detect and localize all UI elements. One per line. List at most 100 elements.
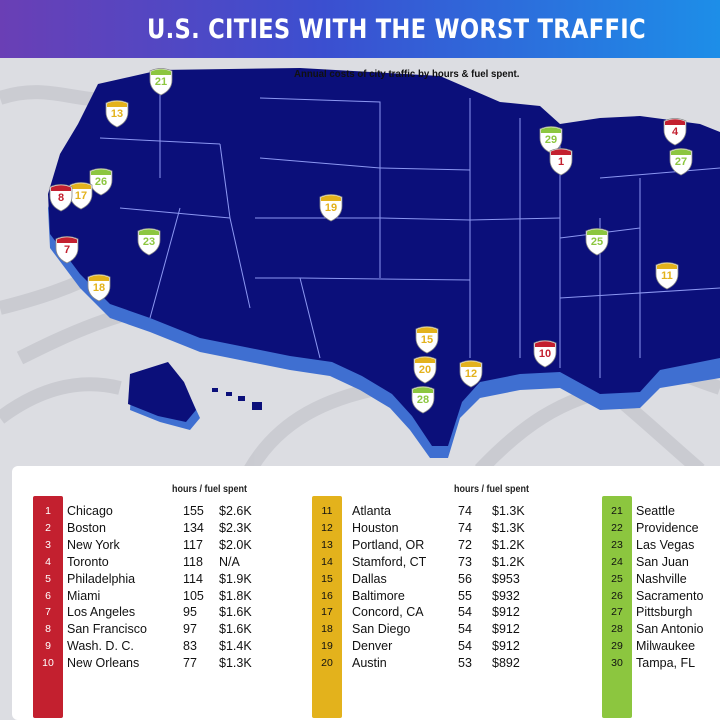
fuel-cost-value: $892 — [492, 656, 520, 671]
fuel-cost-value: $2.0K — [219, 537, 252, 552]
shield-icon — [415, 326, 439, 354]
rank-number: 21 — [611, 505, 623, 517]
shield-number: 20 — [418, 364, 432, 376]
rank-number: 30 — [611, 657, 623, 670]
hours-value: 54 — [458, 639, 472, 654]
interstate-shield-marker: 27 — [668, 146, 694, 176]
shield-icon — [69, 182, 93, 210]
hours-value: 95 — [183, 605, 197, 620]
hours-value: 55 — [458, 588, 472, 603]
rank-bar-group3 — [602, 496, 632, 718]
header-banner: U.S. CITIES WITH THE WORST TRAFFIC — [0, 0, 720, 58]
shield-number: 29 — [544, 134, 558, 146]
hours-value: 114 — [183, 571, 203, 586]
fuel-cost-value: N/A — [219, 554, 240, 569]
shield-icon — [49, 184, 73, 212]
fuel-cost-value: $1.3K — [219, 656, 252, 671]
city-name: San Antonio — [636, 622, 704, 637]
interstate-shield-marker: 13 — [104, 98, 130, 128]
shield-icon — [549, 148, 573, 176]
city-name: Las Vegas — [636, 537, 695, 552]
city-name: Denver — [352, 639, 393, 654]
rank-number: 20 — [321, 657, 333, 670]
shield-number: 13 — [110, 108, 124, 120]
hours-value: 72 — [458, 537, 472, 552]
city-name: San Diego — [352, 622, 411, 637]
hours-value: 97 — [183, 622, 197, 637]
shield-icon — [411, 386, 435, 414]
interstate-shield-marker: 19 — [318, 192, 344, 222]
fuel-cost-value: $1.2K — [492, 537, 525, 552]
fuel-cost-value: $912 — [492, 605, 520, 620]
city-name: New York — [67, 537, 120, 552]
rank-number: 16 — [321, 589, 333, 602]
interstate-shield-marker: 17 — [68, 180, 94, 210]
shield-icon — [533, 340, 557, 368]
fuel-cost-value: $932 — [492, 588, 520, 603]
interstate-shield-marker: 23 — [136, 226, 162, 256]
shield-number: 27 — [674, 156, 688, 168]
shield-number: 10 — [538, 348, 552, 360]
city-name: Los Angeles — [67, 605, 136, 620]
fuel-cost-value: $1.3K — [492, 504, 525, 518]
interstate-shield-marker: 8 — [48, 182, 74, 212]
city-name: Wash. D. C. — [67, 639, 134, 654]
fuel-cost-value: $953 — [492, 571, 520, 586]
alaska-land — [128, 362, 196, 422]
shield-icon — [669, 148, 693, 176]
shield-icon — [319, 194, 343, 222]
shield-number: 7 — [63, 244, 71, 256]
shield-number: 11 — [661, 270, 673, 282]
rank-number: 19 — [321, 640, 333, 653]
rank-number: 14 — [321, 555, 333, 568]
city-name: Miami — [67, 588, 101, 603]
interstate-shield-marker: 25 — [584, 226, 610, 256]
hours-value: 53 — [458, 656, 472, 671]
interstate-shield-marker: 10 — [532, 338, 558, 368]
hours-value: 155 — [183, 504, 204, 518]
interstate-shield-marker: 18 — [86, 272, 112, 302]
city-name: Philadelphia — [67, 571, 136, 586]
city-name: Portland, OR — [352, 537, 425, 552]
rank-number: 7 — [45, 606, 51, 619]
fuel-cost-value: $912 — [492, 622, 520, 637]
rank-number: 25 — [611, 572, 623, 585]
rank-number: 18 — [321, 623, 333, 636]
rank-number: 9 — [45, 640, 51, 653]
rank-number: 24 — [611, 555, 623, 568]
rank-number: 5 — [45, 572, 51, 585]
interstate-shield-marker: 29 — [538, 124, 564, 154]
city-name: San Juan — [636, 554, 689, 569]
rank-number: 13 — [321, 538, 333, 551]
city-name: Concord, CA — [352, 605, 424, 620]
shield-icon — [663, 118, 687, 146]
rank-number: 17 — [321, 606, 333, 619]
hours-value: 56 — [458, 571, 472, 586]
city-name: Dallas — [352, 571, 387, 586]
fuel-cost-value: $2.6K — [219, 504, 252, 518]
shield-icon — [459, 360, 483, 388]
ranking-table: hours / fuel spent hours / fuel spent 1 C… — [12, 466, 720, 720]
shield-number: 15 — [420, 334, 434, 346]
shield-number: 12 — [464, 368, 478, 380]
rank-number: 3 — [45, 538, 51, 551]
shield-number: 23 — [142, 236, 156, 248]
city-name: Milwaukee — [636, 639, 696, 654]
rank-number: 1 — [45, 505, 51, 517]
rank-number: 10 — [42, 657, 54, 670]
rank-number: 15 — [321, 572, 333, 585]
hours-value: 134 — [183, 520, 204, 535]
column-header-group1: hours / fuel spent — [172, 484, 248, 495]
city-name: Providence — [636, 520, 699, 535]
rank-number: 26 — [611, 589, 623, 602]
city-name: Sacramento — [636, 588, 704, 603]
city-name: Pittsburgh — [636, 605, 693, 620]
shield-icon — [585, 228, 609, 256]
city-name: Toronto — [67, 554, 109, 569]
hours-value: 83 — [183, 639, 197, 654]
interstate-shield-marker: 4 — [662, 116, 688, 146]
rank-number: 23 — [611, 538, 623, 551]
hours-value: 77 — [183, 656, 197, 671]
city-name: Baltimore — [352, 588, 405, 603]
shield-number: 8 — [57, 192, 65, 204]
